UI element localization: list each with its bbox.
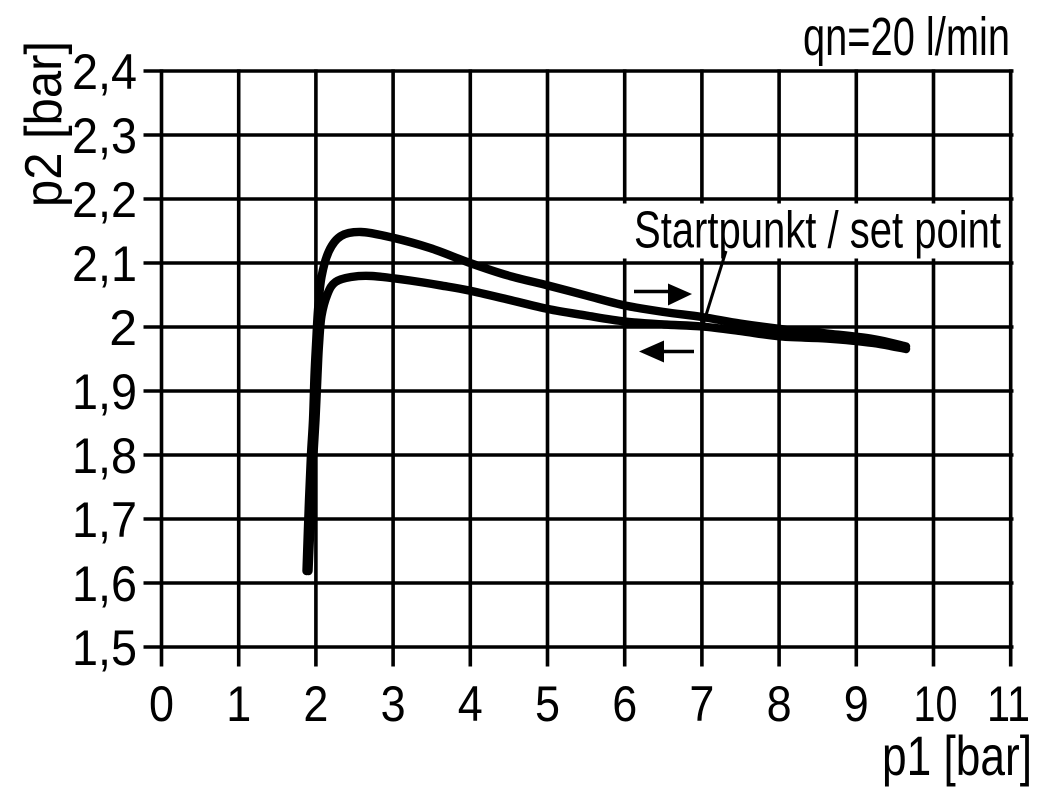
svg-text:4: 4 — [458, 676, 483, 732]
svg-text:8: 8 — [767, 676, 792, 732]
svg-text:2: 2 — [109, 300, 137, 356]
svg-text:5: 5 — [535, 676, 560, 732]
svg-text:6: 6 — [612, 676, 637, 732]
svg-text:2,4: 2,4 — [72, 44, 137, 100]
svg-text:1,6: 1,6 — [72, 556, 137, 612]
svg-text:2,1: 2,1 — [72, 236, 137, 292]
svg-text:1,9: 1,9 — [72, 364, 137, 420]
svg-text:10: 10 — [914, 676, 958, 732]
svg-text:qn=20 l/min: qn=20 l/min — [803, 7, 1010, 67]
svg-text:1: 1 — [226, 676, 251, 732]
svg-text:1,5: 1,5 — [72, 620, 137, 676]
svg-text:2,2: 2,2 — [72, 172, 137, 228]
svg-text:9: 9 — [844, 676, 869, 732]
svg-text:2: 2 — [303, 676, 328, 732]
svg-text:p2 [bar]: p2 [bar] — [15, 41, 73, 207]
svg-text:1,8: 1,8 — [72, 428, 137, 484]
svg-text:11: 11 — [987, 676, 1030, 732]
svg-text:1,7: 1,7 — [72, 492, 137, 548]
svg-text:p1 [bar]: p1 [bar] — [882, 724, 1032, 787]
svg-text:2,3: 2,3 — [72, 108, 137, 164]
svg-text:0: 0 — [149, 676, 174, 732]
svg-text:Startpunkt / set point: Startpunkt / set point — [634, 202, 1001, 260]
svg-text:3: 3 — [381, 676, 406, 732]
svg-text:7: 7 — [689, 676, 714, 732]
